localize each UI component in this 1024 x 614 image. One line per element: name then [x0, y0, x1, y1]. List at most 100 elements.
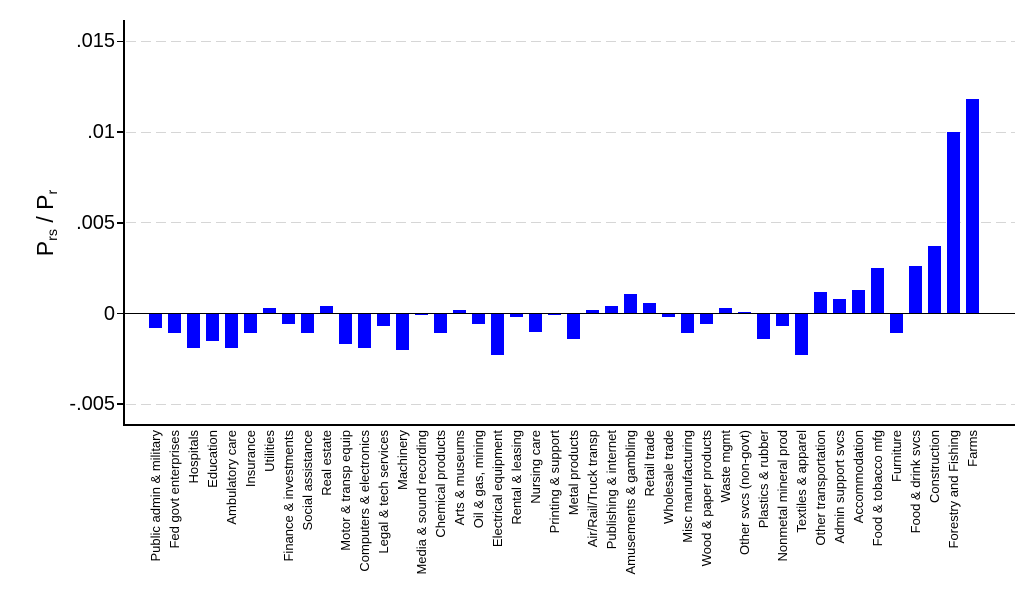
x-tick-label: Real estate [318, 430, 334, 496]
x-tick-label: Utilities [261, 430, 277, 472]
bar [395, 313, 409, 350]
x-tick-label: Air/Rail/Truck transp [585, 430, 601, 548]
bar [795, 313, 809, 356]
bar [700, 313, 714, 325]
bar [833, 298, 847, 314]
bar [681, 313, 695, 334]
y-axis-tick [117, 312, 123, 315]
bar [890, 313, 904, 334]
y-tick-label: 0 [103, 302, 115, 325]
bar [433, 313, 447, 334]
y-axis-tick [117, 222, 123, 224]
x-tick-label: Nursing care [527, 430, 543, 504]
x-tick-label: Machinery [394, 430, 410, 490]
bar [243, 313, 257, 334]
x-tick-label: Retail trade [642, 430, 658, 497]
bar [776, 313, 790, 327]
x-tick-label: Social assistance [299, 430, 315, 531]
x-tick-label: Accommodation [851, 430, 867, 524]
bar [262, 308, 276, 314]
x-tick-label: Rental & leasing [508, 430, 524, 525]
bar [928, 246, 942, 314]
x-tick-label: Wholesale trade [661, 430, 677, 524]
x-tick-label: Other transportation [813, 430, 829, 546]
y-axis-tick [117, 131, 123, 133]
x-axis-line [123, 424, 1015, 426]
y-axis-tick [117, 40, 123, 43]
bar [605, 306, 619, 314]
x-tick-label: Waste mgmt [718, 430, 734, 503]
bar [224, 313, 238, 348]
x-tick-label: Legal & tech services [375, 430, 391, 554]
y-axis-line [123, 20, 125, 426]
bar [662, 313, 676, 318]
bar [490, 313, 504, 356]
bar [947, 132, 961, 314]
y-tick-label: .01 [87, 121, 115, 144]
x-tick-label: Metal products [566, 430, 581, 516]
bar [757, 313, 771, 339]
bar [338, 313, 352, 345]
bar [509, 313, 523, 318]
y-axis-title-base2: P [32, 194, 58, 210]
gridline [126, 131, 1015, 133]
x-tick-label: Food & drink svcs [908, 430, 924, 534]
x-tick-label: Nonmetal mineral prod [775, 430, 791, 562]
x-tick-label: Ambulatory care [223, 430, 239, 525]
x-tick-label: Misc manufacturing [680, 430, 696, 543]
y-axis-title-base1: P [32, 240, 58, 257]
x-tick-label: Amusements & gambling [623, 430, 639, 575]
x-tick-label: Other svcs (non-govt) [737, 430, 753, 555]
bar [624, 293, 638, 314]
x-tick-label: Motor & transp equip [337, 430, 353, 551]
x-tick-label: Wood & paper products [699, 430, 715, 567]
bar [528, 313, 542, 332]
bar [148, 313, 162, 328]
x-tick-label: Fed govt enterprises [166, 430, 182, 549]
bar [167, 313, 181, 334]
x-tick-label: Farms [965, 430, 981, 467]
bar [852, 289, 866, 314]
x-tick-label: Printing & support [546, 430, 562, 534]
x-tick-label: Food & tobacco mfg [870, 430, 886, 547]
bar [909, 266, 923, 314]
bar [643, 302, 657, 314]
x-tick-label: Chemical products [432, 430, 448, 538]
bar [814, 291, 828, 314]
y-axis-tick [117, 403, 123, 405]
bar [738, 311, 752, 314]
x-tick-label: Media & sound recording [413, 430, 429, 575]
y-axis-title-sub2: r [44, 189, 61, 195]
x-tick-label: Hospitals [185, 430, 201, 484]
x-tick-label: Arts & museums [451, 430, 467, 526]
x-tick-label: Construction [927, 430, 943, 503]
gridline [126, 40, 1015, 42]
bar [966, 99, 980, 314]
x-tick-label: Finance & investments [280, 430, 296, 562]
bar [357, 313, 371, 348]
bar [471, 313, 485, 325]
x-tick-label: Public admin & military [147, 430, 163, 562]
bar [186, 313, 200, 348]
x-tick-label: Electrical equipment [489, 430, 505, 548]
bar [281, 313, 295, 325]
bar [205, 313, 219, 341]
bar [586, 309, 600, 314]
bar [547, 313, 561, 316]
bar [452, 309, 466, 314]
bar [319, 306, 333, 314]
y-tick-label: .005 [76, 211, 115, 234]
gridline [126, 403, 1015, 405]
x-tick-label: Publishing & internet [604, 430, 620, 550]
gridline [126, 222, 1015, 224]
x-tick-label: Insurance [242, 430, 258, 488]
x-tick-label: Education [204, 430, 220, 488]
bar [871, 268, 885, 314]
y-tick-label: -.005 [69, 393, 115, 416]
y-tick-label: .015 [76, 30, 115, 53]
x-tick-label: Computers & electronics [356, 430, 372, 572]
bar [719, 308, 733, 314]
bar [414, 313, 428, 316]
x-tick-label: Oil & gas, mining [470, 430, 486, 529]
